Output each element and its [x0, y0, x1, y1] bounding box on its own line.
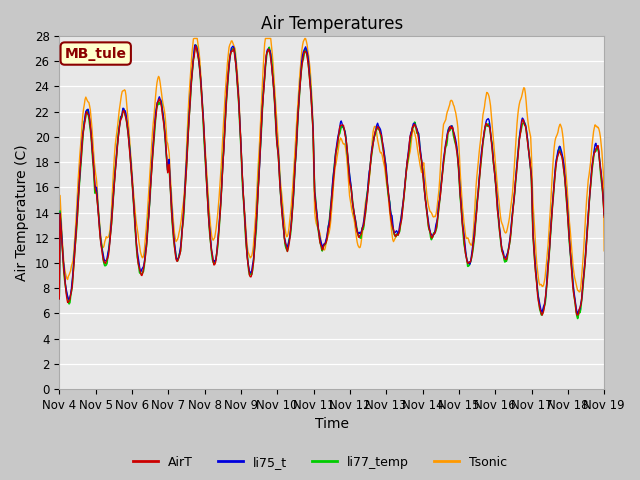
Line: Tsonic: Tsonic: [60, 38, 604, 292]
Tsonic: [415, 153, 422, 158]
Tsonic: [575, 289, 583, 295]
li77_temp: [574, 316, 582, 322]
Line: AirT: AirT: [60, 46, 604, 315]
Tsonic: [206, 218, 214, 224]
AirT: [122, 113, 129, 119]
Title: Air Temperatures: Air Temperatures: [260, 15, 403, 33]
li75_t: [56, 296, 63, 301]
li77_temp: [192, 42, 200, 48]
Tsonic: [65, 272, 73, 278]
li75_t: [574, 311, 582, 317]
li75_t: [206, 229, 214, 235]
li77_temp: [177, 248, 184, 254]
li75_t: [191, 42, 199, 48]
li75_t: [177, 244, 184, 250]
Tsonic: [399, 204, 406, 209]
Y-axis label: Air Temperature (C): Air Temperature (C): [15, 144, 29, 281]
AirT: [56, 296, 63, 302]
Tsonic: [600, 248, 608, 254]
Tsonic: [122, 88, 129, 94]
Tsonic: [56, 252, 63, 257]
AirT: [65, 298, 73, 304]
li77_temp: [56, 293, 63, 299]
li77_temp: [122, 112, 129, 118]
li77_temp: [65, 301, 73, 307]
Line: li75_t: li75_t: [60, 45, 604, 314]
AirT: [600, 214, 608, 220]
li77_temp: [399, 206, 406, 212]
X-axis label: Time: Time: [315, 418, 349, 432]
li77_temp: [415, 131, 422, 136]
AirT: [538, 312, 546, 318]
li75_t: [122, 108, 129, 114]
Tsonic: [177, 222, 184, 228]
li75_t: [415, 131, 422, 136]
li75_t: [399, 203, 406, 209]
li77_temp: [600, 213, 608, 218]
AirT: [399, 207, 406, 213]
AirT: [192, 43, 200, 49]
li77_temp: [206, 235, 214, 241]
Text: MB_tule: MB_tule: [65, 47, 127, 60]
li75_t: [65, 297, 73, 302]
li75_t: [600, 212, 608, 217]
Line: li77_temp: li77_temp: [60, 45, 604, 319]
Tsonic: [190, 36, 198, 41]
AirT: [206, 234, 214, 240]
AirT: [415, 136, 422, 142]
Legend: AirT, li75_t, li77_temp, Tsonic: AirT, li75_t, li77_temp, Tsonic: [128, 451, 512, 474]
AirT: [177, 248, 184, 254]
